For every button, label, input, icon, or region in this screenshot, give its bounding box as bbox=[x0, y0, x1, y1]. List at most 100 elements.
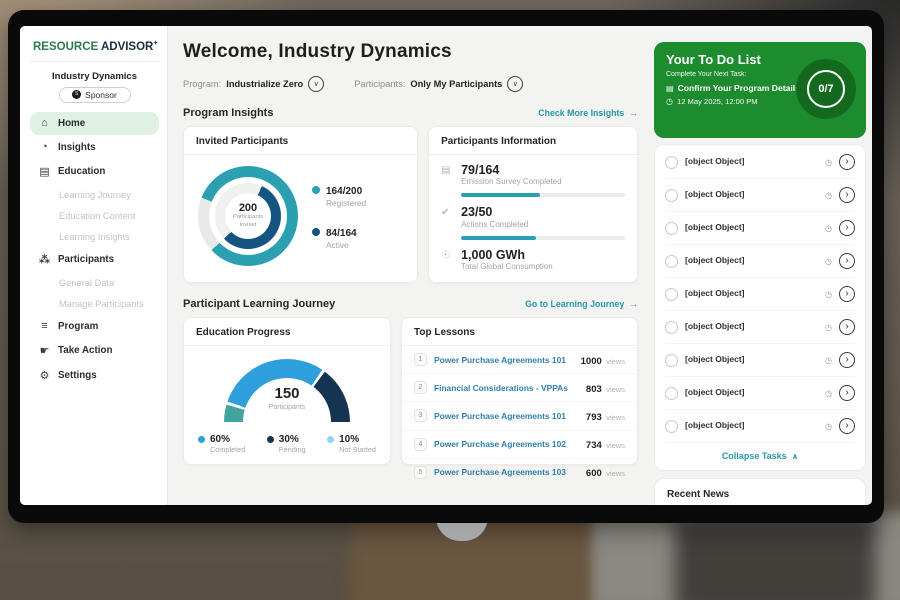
legend-item: 60% Completed bbox=[198, 434, 245, 454]
views-suffix: views bbox=[606, 356, 625, 366]
gauge-center-label: Participants bbox=[268, 404, 306, 411]
lesson-link[interactable]: Power Purchase Agreements 101 bbox=[434, 410, 566, 421]
task-checkbox[interactable] bbox=[665, 221, 678, 235]
task-checkbox[interactable] bbox=[665, 254, 678, 268]
info-value: 23/50 bbox=[461, 205, 493, 220]
filter-dropdown[interactable]: Participants: Only My Participants ∨ bbox=[354, 75, 524, 92]
todo-task-row[interactable]: [object Object] ◷ › bbox=[665, 179, 855, 212]
todo-column: Your To Do List Complete Your Next Task:… bbox=[648, 26, 872, 505]
chevron-right-button[interactable]: › bbox=[839, 187, 855, 203]
lesson-link[interactable]: Power Purchase Agreements 101 bbox=[434, 354, 566, 365]
info-row: ✔ 23/50 Actions Completed bbox=[429, 197, 637, 240]
todo-task-row[interactable]: [object Object] ◷ › bbox=[665, 146, 855, 179]
sidebar-item[interactable]: ◔ Insights bbox=[30, 136, 159, 159]
task-checkbox[interactable] bbox=[665, 287, 678, 301]
todo-task-row[interactable]: [object Object] ◷ › bbox=[665, 311, 855, 344]
filters-row: Program: Industrialize Zero ∨ Participan… bbox=[183, 75, 638, 92]
filter-label: Participants: bbox=[354, 78, 406, 89]
check-more-insights-link[interactable]: Check More Insights → bbox=[538, 108, 638, 118]
sidebar-item[interactable]: Manage Participants bbox=[30, 294, 159, 314]
collapse-tasks-link[interactable]: Collapse Tasks ∧ bbox=[721, 451, 799, 461]
legend-percent: 60% bbox=[210, 434, 231, 445]
legend-value: 84 bbox=[326, 228, 338, 239]
task-checkbox[interactable] bbox=[665, 353, 678, 367]
task-checkbox[interactable] bbox=[665, 155, 678, 169]
sidebar-item-label: Home bbox=[58, 117, 86, 129]
main-content: Welcome, Industry Dynamics Program: Indu… bbox=[168, 26, 648, 505]
sidebar-item[interactable]: General Data bbox=[30, 273, 159, 293]
learning-journey-header: Participant Learning Journey Go to Learn… bbox=[183, 298, 638, 310]
sidebar-item[interactable]: ⌂ Home bbox=[30, 111, 159, 135]
sidebar-item-label: Settings bbox=[58, 370, 97, 382]
go-to-learning-journey-link[interactable]: Go to Learning Journey → bbox=[525, 299, 638, 309]
progress-bar bbox=[461, 235, 625, 240]
card-title: Invited Participants bbox=[184, 127, 418, 155]
todo-task-row[interactable]: [object Object] ◷ › bbox=[665, 245, 855, 278]
chevron-right-button[interactable]: › bbox=[839, 253, 855, 269]
sidebar-item-label: Take Action bbox=[58, 345, 113, 357]
recent-news-title: Recent News bbox=[667, 489, 730, 500]
sidebar-item-label: Education Content bbox=[59, 210, 136, 221]
sponsor-label: Sponsor bbox=[85, 89, 117, 100]
todo-task-row[interactable]: [object Object] ◷ › bbox=[665, 344, 855, 377]
todo-task-row[interactable]: [object Object] ◷ › bbox=[665, 377, 855, 410]
lesson-link[interactable]: Power Purchase Agreements 102 bbox=[434, 439, 566, 450]
due-date: 12 May 2025, 12:00 PM bbox=[676, 97, 758, 106]
chevron-right-button[interactable]: › bbox=[839, 319, 855, 335]
sidebar-item-label: Program bbox=[58, 320, 99, 332]
chevron-right-button[interactable]: › bbox=[839, 418, 855, 434]
info-row: ☉ 1,000 GWh Total Global Consumption bbox=[429, 240, 637, 271]
task-checkbox[interactable] bbox=[665, 386, 678, 400]
task-label: [object Object] bbox=[685, 420, 745, 431]
chevron-right-button[interactable]: › bbox=[839, 286, 855, 302]
sidebar-item[interactable]: ≡ Program bbox=[30, 315, 159, 338]
clock-icon: ◷ bbox=[825, 388, 832, 398]
filter-dropdown[interactable]: Program: Industrialize Zero ∨ bbox=[183, 75, 325, 92]
task-checkbox[interactable] bbox=[665, 188, 678, 202]
lesson-link[interactable]: Financial Considerations - VPPAs bbox=[434, 382, 568, 393]
lesson-views-count: 1000 bbox=[580, 355, 602, 367]
views-suffix: views bbox=[606, 384, 625, 394]
task-checkbox[interactable] bbox=[665, 419, 678, 433]
task-checkbox[interactable] bbox=[665, 320, 678, 334]
todo-task-row[interactable]: [object Object] ◷ › bbox=[665, 278, 855, 311]
clock-icon: ◷ bbox=[825, 421, 832, 431]
chevron-up-icon: ∧ bbox=[791, 451, 799, 461]
legend-dot bbox=[312, 228, 320, 236]
clock-icon: ◷ bbox=[666, 97, 673, 106]
sidebar-item[interactable]: ▤ Education bbox=[30, 160, 159, 184]
sidebar-item[interactable]: Learning Insights bbox=[30, 227, 159, 247]
todo-task-row[interactable]: [object Object] ◷ › bbox=[665, 212, 855, 245]
chevron-right-button[interactable]: › bbox=[839, 154, 855, 170]
chevron-down-icon: ∨ bbox=[507, 76, 524, 92]
sidebar-item[interactable]: ⚙ Settings bbox=[30, 364, 159, 388]
sidebar-item[interactable]: Learning Journey bbox=[30, 185, 159, 205]
task-label: [object Object] bbox=[685, 189, 745, 200]
lesson-link[interactable]: Power Purchase Agreements 103 bbox=[434, 467, 566, 478]
legend-dot bbox=[266, 436, 274, 443]
legend-dot bbox=[312, 185, 320, 194]
lesson-views-count: 734 bbox=[585, 440, 602, 452]
lesson-row: 5 Power Purchase Agreements 103 600 view… bbox=[402, 459, 637, 486]
top-lessons-card: Top Lessons 1 Power Purchase Agreements … bbox=[401, 317, 638, 479]
chevron-right-button[interactable]: › bbox=[839, 220, 855, 236]
education-progress-card: Education Progress 150 Participants bbox=[183, 317, 391, 465]
sidebar-nav: ⌂ Home ◔ Insights ▤ Education bbox=[30, 111, 159, 388]
sidebar-item[interactable]: ⁂ Participants bbox=[30, 248, 159, 272]
clock-icon: ◷ bbox=[825, 223, 832, 233]
sidebar-item[interactable]: ☛ Take Action bbox=[30, 339, 159, 363]
chevron-right-button[interactable]: › bbox=[839, 385, 855, 401]
legend-label: Completed bbox=[210, 445, 246, 454]
legend-percent: 10% bbox=[339, 434, 360, 445]
dashboard-screen: RESOURCE ADVISOR+ Industry Dynamics S Sp… bbox=[20, 26, 872, 505]
sidebar-item[interactable]: Education Content bbox=[30, 206, 159, 226]
take-action-icon: ☛ bbox=[39, 345, 50, 358]
settings-icon: ⚙ bbox=[39, 370, 50, 383]
lesson-row: 4 Power Purchase Agreements 102 734 view… bbox=[402, 431, 637, 459]
chevron-right-button[interactable]: › bbox=[839, 352, 855, 368]
recent-news-card: Recent News bbox=[654, 478, 866, 505]
todo-task-row[interactable]: [object Object] ◷ › bbox=[665, 410, 855, 443]
task-label: [object Object] bbox=[685, 255, 745, 266]
legend-percent: 30% bbox=[278, 434, 299, 445]
